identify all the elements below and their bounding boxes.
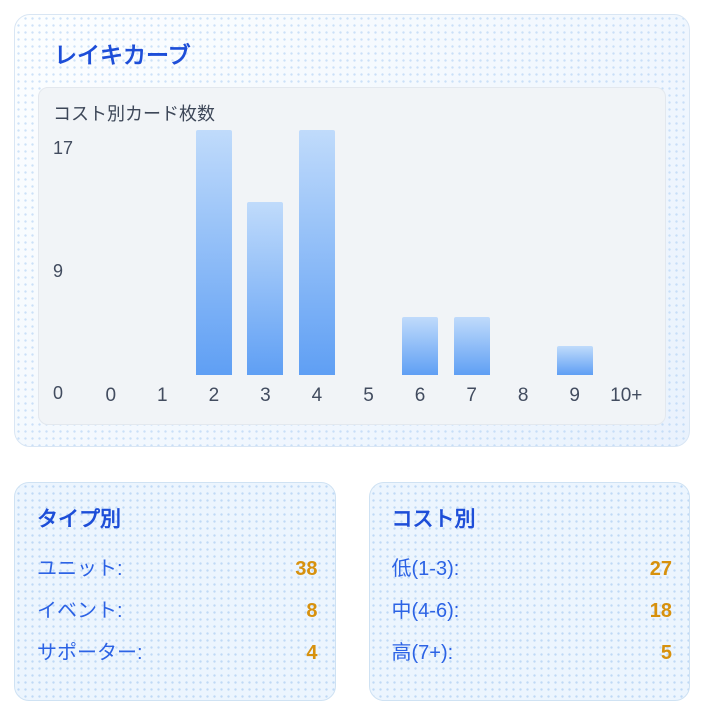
x-tick-label: 1 [157, 385, 168, 406]
stat-label: ユニット: [37, 558, 123, 580]
bar-slot [240, 130, 292, 375]
x-tick-label: 5 [363, 385, 374, 406]
bar-slot [343, 130, 395, 375]
stat-value: 8 [306, 600, 318, 622]
stat-row: 中(4-6): 18 [392, 596, 673, 626]
cost-breakdown-panel: コスト別 低(1-3): 27 中(4-6): 18 高(7+): 5 [368, 482, 690, 701]
cost-panel-rows: 低(1-3): 27 中(4-6): 18 高(7+): 5 [392, 554, 673, 668]
stat-row: サポーター: 4 [37, 638, 318, 668]
bar [195, 130, 232, 375]
stat-value: 18 [649, 600, 672, 622]
type-panel-title: タイプ別 [37, 508, 121, 531]
x-tick-label: 2 [208, 385, 220, 406]
bar-slot [497, 130, 549, 375]
stat-label: サポーター: [37, 642, 143, 664]
stat-label: 中(4-6): [391, 600, 460, 622]
cost-panel-title: コスト別 [391, 508, 476, 531]
stat-row: 低(1-3): 27 [392, 554, 673, 584]
bar-slot [549, 130, 601, 375]
bar-slot [137, 130, 189, 375]
bar-slot [446, 130, 498, 375]
summary-panels-row: タイプ別 ユニット: 38 イベント: 8 サポーター: 4 コスト別 低(1-3): 27… [14, 482, 690, 701]
bar [556, 346, 593, 375]
cost-curve-chart: コスト別カード枚数 17 9 0 0 1 2 3 4 5 6 7 8 9 10+ [38, 87, 666, 425]
bar [453, 317, 490, 375]
y-axis: 17 9 0 [52, 130, 85, 408]
x-tick-label: 10+ [610, 385, 643, 406]
stat-value: 4 [306, 642, 318, 664]
y-tick-label: 9 [53, 260, 64, 281]
y-tick-label: 0 [53, 383, 64, 403]
bar-slot [394, 130, 446, 375]
bar-slot [291, 130, 343, 375]
stat-row: 高(7+): 5 [392, 638, 673, 668]
bar-slot [188, 130, 240, 375]
chart-title: コスト別カード枚数 [53, 104, 215, 124]
stat-label: 低(1-3): [391, 558, 460, 580]
bar [247, 202, 284, 375]
bar-slot [600, 130, 652, 375]
stat-value: 5 [660, 642, 672, 664]
bar-plot [85, 130, 652, 375]
bar [402, 317, 439, 375]
stat-value: 38 [295, 558, 318, 580]
bar [298, 130, 335, 375]
type-breakdown-panel: タイプ別 ユニット: 38 イベント: 8 サポーター: 4 [14, 482, 336, 701]
stat-value: 27 [649, 558, 672, 580]
stat-label: 高(7+): [391, 642, 454, 664]
x-tick-label: 4 [311, 385, 323, 406]
stat-label: イベント: [37, 600, 123, 622]
curve-card-title: レイキカーブ [54, 42, 191, 68]
type-panel-rows: ユニット: 38 イベント: 8 サポーター: 4 [37, 554, 318, 668]
x-tick-label: 8 [517, 385, 529, 406]
plot-wrap: 0 1 2 3 4 5 6 7 8 9 10+ [85, 130, 652, 408]
x-axis: 0 1 2 3 4 5 6 7 8 9 10+ [85, 375, 652, 408]
bar-slot [85, 130, 137, 375]
x-tick-label: 9 [569, 385, 580, 406]
stat-row: ユニット: 38 [37, 554, 318, 584]
stat-row: イベント: 8 [37, 596, 318, 626]
reiki-curve-card: レイキカーブ コスト別カード枚数 17 9 0 0 1 2 3 4 5 6 7 8 9 10+ [14, 14, 690, 447]
x-tick-label: 7 [466, 385, 477, 406]
x-tick-label: 3 [260, 385, 271, 406]
chart-body: 17 9 0 0 1 2 3 4 5 6 7 8 9 10+ [52, 130, 652, 408]
x-tick-label: 0 [105, 385, 117, 406]
y-tick-label: 17 [53, 138, 74, 158]
x-tick-label: 6 [414, 385, 426, 406]
